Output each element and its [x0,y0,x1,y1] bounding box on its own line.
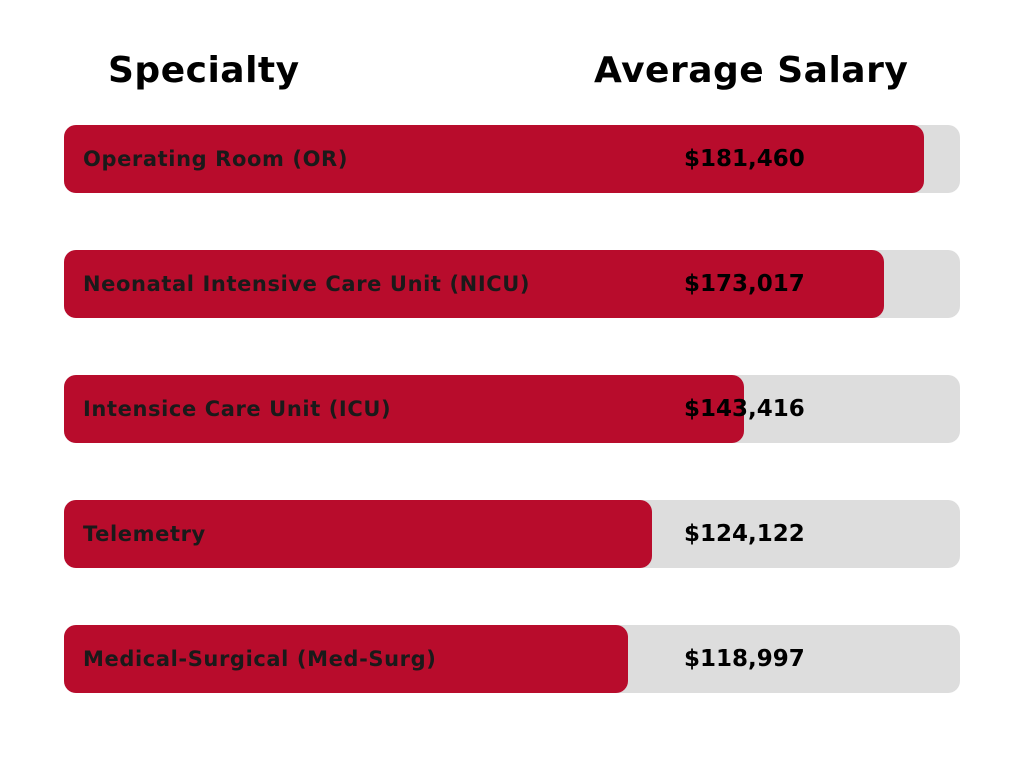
bar-row: Medical-Surgical (Med-Surg) $118,997 [64,625,960,693]
salary-value-label: $173,017 [684,271,805,297]
specialty-label: Medical-Surgical (Med-Surg) [83,647,437,671]
bar-row: Telemetry $124,122 [64,500,960,568]
salary-value-label: $181,460 [684,146,805,172]
bar-fill [64,375,744,443]
specialty-label: Neonatal Intensive Care Unit (NICU) [83,272,531,296]
bar-fill [64,625,628,693]
average-salary-column-header: Average Salary [594,50,909,91]
specialty-label: Intensice Care Unit (ICU) [83,397,392,421]
bar-row: Neonatal Intensive Care Unit (NICU) $173,… [64,250,960,318]
bar-fill [64,125,924,193]
bar-row: Operating Room (OR) $181,460 [64,125,960,193]
bar-fill [64,250,884,318]
salary-value-label: $124,122 [684,521,805,547]
specialty-label: Telemetry [83,522,206,546]
bar-fill [64,500,652,568]
specialty-label: Operating Room (OR) [83,147,349,171]
salary-value-label: $143,416 [684,396,805,422]
bar-row: Intensice Care Unit (ICU) $143,416 [64,375,960,443]
specialty-column-header: Specialty [108,50,300,91]
salary-value-label: $118,997 [684,646,805,672]
